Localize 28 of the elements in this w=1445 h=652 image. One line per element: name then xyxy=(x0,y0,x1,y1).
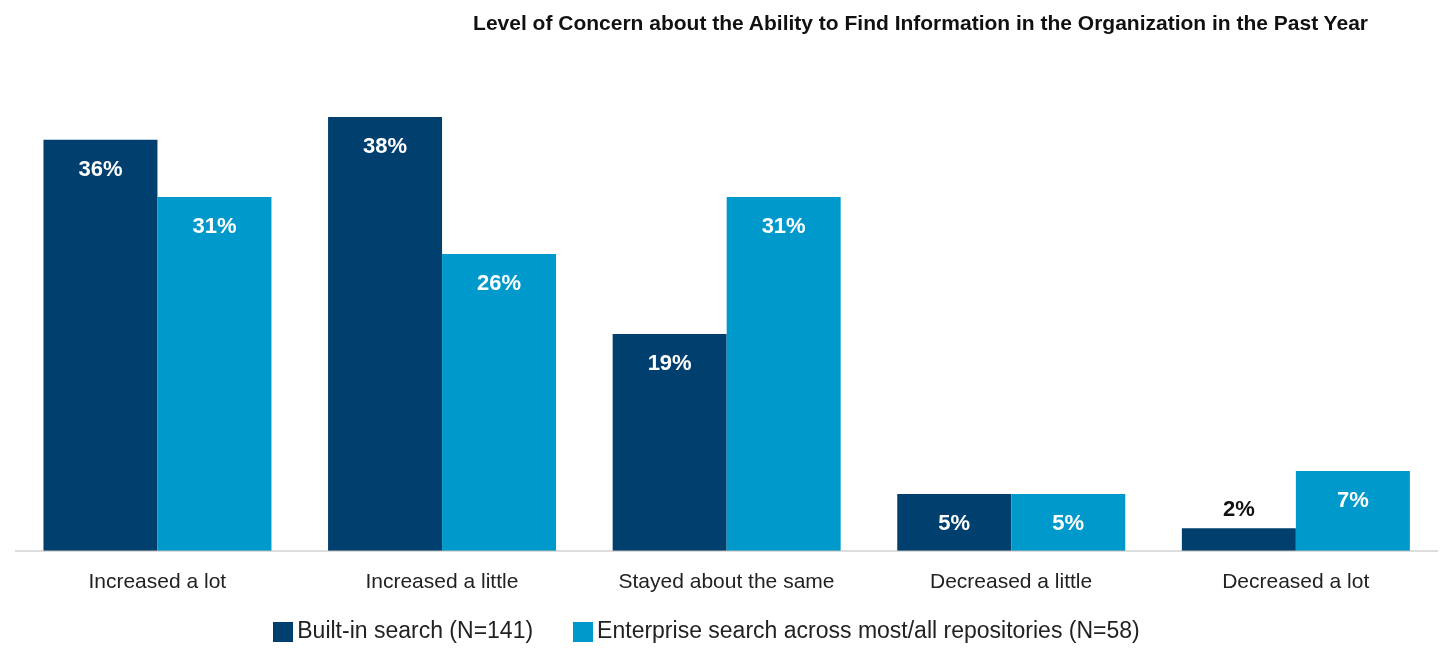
data-label: 36% xyxy=(78,155,123,181)
data-label: 31% xyxy=(192,212,237,238)
bar xyxy=(1295,471,1410,551)
bar xyxy=(1011,493,1126,551)
data-label: 31% xyxy=(761,212,806,238)
data-label: 38% xyxy=(363,133,408,158)
legend-label: Built-in search (N=141) xyxy=(297,617,534,643)
chart-title: Level of Concern about the Ability to Find Information in the Organization in the Past Year xyxy=(472,10,1369,36)
x-tick-label: Decreased a little xyxy=(929,568,1093,592)
bar xyxy=(43,139,158,551)
bar xyxy=(442,254,557,551)
x-tick-label: Stayed about the same xyxy=(618,568,835,592)
bar xyxy=(726,196,841,551)
data-label: 26% xyxy=(477,270,522,296)
bar xyxy=(1181,528,1296,551)
data-label: 7% xyxy=(1336,487,1369,513)
data-label: 5% xyxy=(1052,509,1085,535)
x-tick-label: Increased a lot xyxy=(88,568,227,592)
x-tick-label: Decreased a lot xyxy=(1222,568,1370,592)
bar xyxy=(328,117,443,551)
data-label: 19% xyxy=(647,350,692,375)
bar xyxy=(612,334,727,551)
bar xyxy=(897,493,1012,551)
bar xyxy=(157,196,272,551)
data-label: 2% xyxy=(1222,496,1255,522)
x-tick-label: Increased a little xyxy=(365,568,519,592)
legend-label: Enterprise search across most/all repositories (N=58) xyxy=(597,617,1140,643)
data-label: 5% xyxy=(938,509,971,535)
